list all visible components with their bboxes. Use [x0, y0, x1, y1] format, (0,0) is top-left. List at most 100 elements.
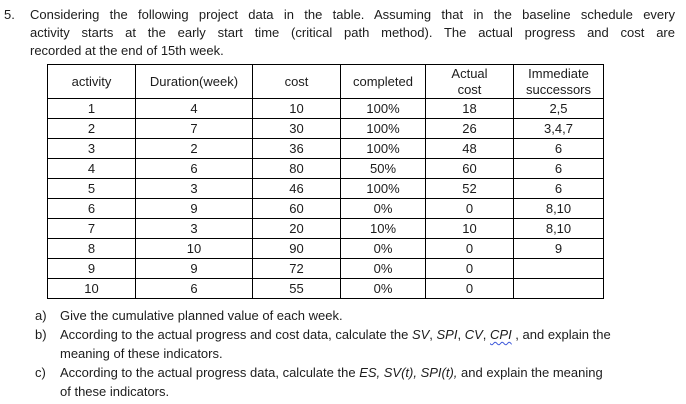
table-cell: 46 [252, 178, 341, 199]
question-a-text: Give the cumulative planned value of eac… [60, 308, 343, 323]
text-segment: , and explain the [511, 327, 611, 342]
table-cell: 9 [135, 198, 253, 219]
table-cell: 80 [252, 158, 341, 179]
question-b-line-2: meaning of these indicators. [60, 346, 223, 361]
table-cell: 55 [252, 278, 341, 299]
table-cell: 60 [252, 198, 341, 219]
table-cell: 2,5 [513, 98, 604, 119]
table-cell: 18 [425, 98, 514, 119]
table-cell: 10 [425, 218, 514, 239]
table-cell: 10 [47, 278, 136, 299]
table-cell: 9 [513, 238, 604, 259]
term-cpi-spellcheck: CPI [490, 327, 512, 342]
table-cell: 36 [252, 138, 341, 159]
table-cell: 8 [47, 238, 136, 259]
question-b-line-1: According to the actual progress and cos… [60, 325, 678, 344]
text-segment: , [457, 327, 465, 342]
table-row: 3 2 36 100% 48 6 [47, 138, 604, 159]
problem-number: 5. [4, 7, 15, 22]
table-cell: 0% [340, 258, 426, 279]
col-header-completed: completed [340, 64, 426, 99]
col-header-duration: Duration(week) [135, 64, 253, 99]
table-cell: 10 [252, 98, 341, 119]
question-b-label: b) [35, 327, 47, 342]
table-cell: 30 [252, 118, 341, 139]
table-cell: 6 [135, 158, 253, 179]
question-c: c) According to the actual progress data… [0, 363, 686, 401]
table-cell: 60 [425, 158, 514, 179]
col-header-cost: cost [252, 64, 341, 99]
table-cell: 20 [252, 218, 341, 239]
table-cell: 52 [425, 178, 514, 199]
table-cell: 0 [425, 198, 514, 219]
table-cell: 50% [340, 158, 426, 179]
table-cell: 0 [425, 258, 514, 279]
table-cell: 7 [47, 218, 136, 239]
question-c-line-2: of these indicators. [60, 384, 170, 399]
table-cell: 8,10 [513, 198, 604, 219]
question-b: b) According to the actual progress and … [0, 325, 686, 363]
table-cell: 0% [340, 198, 426, 219]
table-cell: 10 [135, 238, 253, 259]
problem-line-2: activity starts at the early start time … [30, 25, 675, 40]
table-row: 9 9 72 0% 0 [47, 258, 604, 279]
text-segment: , [482, 327, 491, 342]
table-cell: 2 [47, 118, 136, 139]
question-c-label: c) [35, 365, 46, 380]
table-cell: 4 [47, 158, 136, 179]
table-cell: 0% [340, 278, 426, 299]
table-row: 6 9 60 0% 0 8,10 [47, 198, 604, 219]
table-cell: 6 [513, 178, 604, 199]
table-row: 10 6 55 0% 0 [47, 278, 604, 299]
table-cell: 90 [252, 238, 341, 259]
table-cell: 100% [340, 118, 426, 139]
table-cell: 0% [340, 238, 426, 259]
table-cell: 3 [135, 218, 253, 239]
table-cell: 100% [340, 98, 426, 119]
term-cv: CV [464, 327, 483, 342]
table-cell: 2 [135, 138, 253, 159]
table-row: 7 3 20 10% 10 8,10 [47, 218, 604, 239]
table-cell: 8,10 [513, 218, 604, 239]
table-cell: 0 [425, 238, 514, 259]
table-cell [513, 278, 604, 299]
col-header-actual-cost: Actual cost [425, 64, 514, 99]
text-segment: , [429, 327, 437, 342]
table-cell: 5 [47, 178, 136, 199]
table-cell: 1 [47, 98, 136, 119]
term-spi: SPI [436, 327, 458, 342]
table-row: 1 4 10 100% 18 2,5 [47, 98, 604, 119]
table-cell: 3,4,7 [513, 118, 604, 139]
table-cell: 4 [135, 98, 253, 119]
table-cell: 100% [340, 178, 426, 199]
table-cell: 72 [252, 258, 341, 279]
term-es-svt-spit: ES, SV(t), SPI(t), [359, 365, 458, 380]
table-cell: 100% [340, 138, 426, 159]
table-cell [513, 258, 604, 279]
table-cell: 7 [135, 118, 253, 139]
table-cell: 0 [425, 278, 514, 299]
col-header-immediate-successors: Immediate successors [513, 64, 604, 99]
text-segment: According to the actual progress data, c… [60, 365, 360, 380]
table-row: 4 6 80 50% 60 6 [47, 158, 604, 179]
table-cell: 48 [425, 138, 514, 159]
table-row: 5 3 46 100% 52 6 [47, 178, 604, 199]
questions-list: a) Give the cumulative planned value of … [0, 306, 686, 401]
question-a: a) Give the cumulative planned value of … [0, 306, 686, 325]
project-data-table: activity Duration(week) cost completed A… [47, 64, 604, 299]
problem-line-3: recorded at the end of 15th week. [30, 43, 224, 58]
text-segment: According to the actual progress and cos… [60, 327, 412, 342]
text-segment: and explain the meaning [457, 365, 603, 380]
table-cell: 6 [513, 138, 604, 159]
table-row: 8 10 90 0% 0 9 [47, 238, 604, 259]
table-cell: 3 [135, 178, 253, 199]
table-row: 2 7 30 100% 26 3,4,7 [47, 118, 604, 139]
table-cell: 6 [513, 158, 604, 179]
table-cell: 9 [135, 258, 253, 279]
table-cell: 26 [425, 118, 514, 139]
table-cell: 9 [47, 258, 136, 279]
problem-statement: 5. Considering the following project dat… [0, 0, 686, 60]
table-cell: 10% [340, 218, 426, 239]
table-cell: 6 [47, 198, 136, 219]
